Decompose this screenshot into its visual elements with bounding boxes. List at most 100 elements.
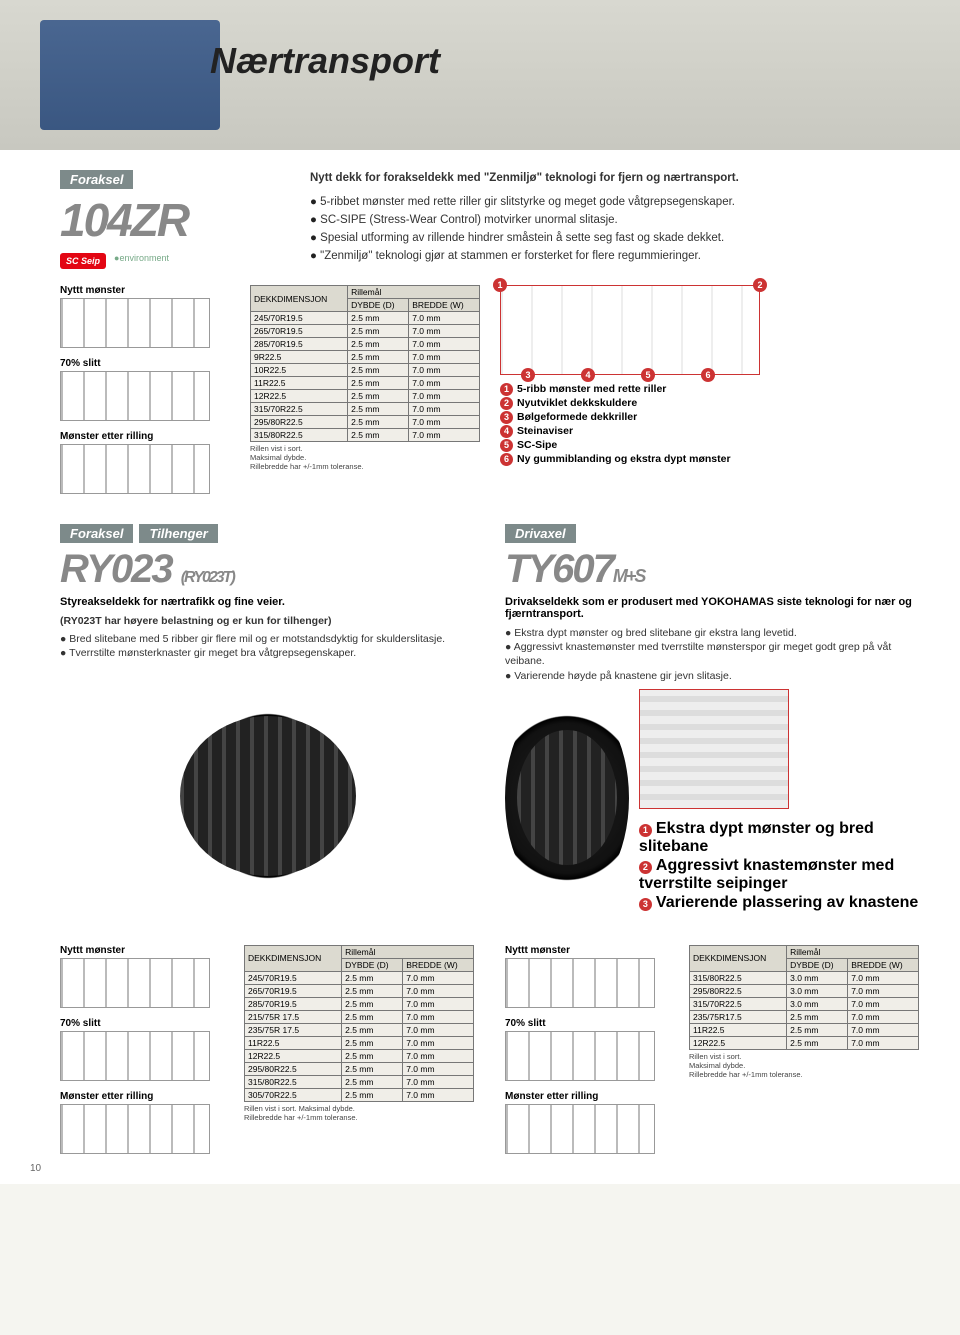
model-ty607: TY607M+S [505, 547, 920, 592]
table-row: 235/75R17.52.5 mm7.0 mm [690, 1010, 919, 1023]
list-item: "Zenmiljø" teknologi gjør at stammen er … [310, 248, 920, 264]
axle-drivaxel: Drivaxel [505, 524, 576, 543]
bottom-row: Nyttt mønster 70% slitt Mønster etter ri… [0, 941, 960, 1184]
model-suffix: M+S [613, 566, 645, 586]
table-row: 295/80R22.52.5 mm7.0 mm [251, 416, 480, 429]
th: Rillemål [342, 945, 474, 958]
callout-item: 5SC-Sipe [500, 439, 920, 452]
table-row: 11R22.52.5 mm7.0 mm [251, 377, 480, 390]
tread-diagram [60, 1031, 210, 1081]
table-row: 12R22.52.5 mm7.0 mm [245, 1049, 474, 1062]
pattern-label: Mønster etter rilling [60, 1091, 230, 1102]
pattern-label: Mønster etter rilling [505, 1091, 675, 1102]
table-row: 12R22.52.5 mm7.0 mm [251, 390, 480, 403]
pattern-label: 70% slitt [505, 1018, 675, 1029]
model-alt: (RY023T) [181, 569, 234, 586]
table-row: 315/80R22.53.0 mm7.0 mm [690, 971, 919, 984]
tread-diagram [505, 1104, 655, 1154]
list-item: Spesial utforming av rillende hindrer sm… [310, 230, 920, 246]
table-row: 11R22.52.5 mm7.0 mm [690, 1023, 919, 1036]
th-dim: DEKKDIMENSJON [251, 286, 348, 312]
th: BREDDE (W) [848, 958, 919, 971]
table-row: 285/70R19.52.5 mm7.0 mm [251, 338, 480, 351]
bullets-ty607: Ekstra dypt mønster og bred slitebane gi… [505, 626, 920, 683]
table-row: 12R22.52.5 mm7.0 mm [690, 1036, 919, 1049]
table-row: 305/70R22.52.5 mm7.0 mm [245, 1088, 474, 1101]
callout-diagram-104zr: 1 2 3 4 5 6 [500, 285, 760, 375]
tire-image-ty607 [505, 693, 629, 903]
th: DEKKDIMENSJON [690, 945, 787, 971]
th: DYBDE (D) [342, 958, 403, 971]
bullets-ry023: Bred slitebane med 5 ribber gir flere mi… [60, 632, 475, 660]
pattern-label-new: Nyttt mønster [60, 285, 230, 296]
callout-list-ty607: 1Ekstra dypt mønster og bred slitebane2A… [639, 820, 920, 912]
table-row: 245/70R19.52.5 mm7.0 mm [245, 971, 474, 984]
callout-item: 6Ny gummiblanding og ekstra dypt mønster [500, 453, 920, 466]
model-text: RY023 [60, 547, 172, 591]
axle-tilhenger: Tilhenger [139, 524, 217, 543]
spec-table-104zr: DEKKDIMENSJON Rillemål DYBDE (D) BREDDE … [250, 285, 480, 442]
spec-notes: Rillen vist i sort. Maksimal dybde.Rille… [244, 1104, 474, 1122]
spec-notes: Rillen vist i sort.Maksimal dybde.Rilleb… [689, 1052, 919, 1079]
table-row: 285/70R19.52.5 mm7.0 mm [245, 997, 474, 1010]
spec-table-ty607: DEKKDIMENSJON Rillemål DYBDE (D) BREDDE … [689, 945, 919, 1050]
model-text: TY607 [505, 547, 613, 591]
tread-diagram [505, 1031, 655, 1081]
pattern-label-70: 70% slitt [60, 358, 230, 369]
tbody: 315/80R22.53.0 mm7.0 mm295/80R22.53.0 mm… [690, 971, 919, 1049]
table-row: 265/70R19.52.5 mm7.0 mm [251, 325, 480, 338]
tread-diagram-new [60, 298, 210, 348]
list-item: Bred slitebane med 5 ribber gir flere mi… [60, 632, 475, 646]
spec-notes-104zr: Rillen vist i sort.Maksimal dybde.Rilleb… [250, 444, 480, 471]
callout-item: 4Steinaviser [500, 425, 920, 438]
pattern-label: Nyttt mønster [60, 945, 230, 956]
spec-tbody-104zr: 245/70R19.52.5 mm7.0 mm265/70R19.52.5 mm… [251, 312, 480, 442]
th: BREDDE (W) [403, 958, 474, 971]
tread-diagram-70 [60, 371, 210, 421]
model-104zr: 104ZR [60, 193, 280, 247]
note-ry023: (RY023T har høyere belastning og er kun … [60, 614, 475, 628]
table-row: 245/70R19.52.5 mm7.0 mm [251, 312, 480, 325]
th-d: DYBDE (D) [348, 299, 409, 312]
table-row: 265/70R19.52.5 mm7.0 mm [245, 984, 474, 997]
stripe-decoration [586, 524, 610, 543]
pattern-label: Nyttt mønster [505, 945, 675, 956]
axle-label-foraksel: Foraksel [60, 170, 133, 189]
truck-photo [40, 20, 220, 130]
callout-item: 2Nyutviklet dekkskuldere [500, 397, 920, 410]
callout-list-104zr: 15-ribb mønster med rette riller2Nyutvik… [500, 383, 920, 466]
page-title: Nærtransport [210, 40, 440, 82]
list-item: SC-SIPE (Stress-Wear Control) motvirker … [310, 212, 920, 228]
stripe-decoration [143, 170, 167, 189]
pattern-label-after: Mønster etter rilling [60, 431, 230, 442]
th: Rillemål [787, 945, 919, 958]
table-row: 315/80R22.52.5 mm7.0 mm [251, 429, 480, 442]
list-item: Ekstra dypt mønster og bred slitebane gi… [505, 626, 920, 640]
table-row: 235/75R 17.52.5 mm7.0 mm [245, 1023, 474, 1036]
callout-item: 2Aggressivt knastemønster med tverrstilt… [639, 857, 920, 893]
th-w: BREDDE (W) [409, 299, 480, 312]
model-ry023: RY023 (RY023T) [60, 547, 475, 592]
list-item: Varierende høyde på knastene gir jevn sl… [505, 669, 920, 683]
table-row: 9R22.52.5 mm7.0 mm [251, 351, 480, 364]
tread-diagram [60, 1104, 210, 1154]
environment-badge: ●environment [114, 253, 169, 269]
tread-closeup-ty607 [639, 689, 789, 809]
callout-item: 3Bølgeformede dekkriller [500, 411, 920, 424]
page-number: 10 [30, 1163, 41, 1174]
list-item: Tverrstilte mønsterknaster gir meget bra… [60, 646, 475, 660]
list-item: Aggressivt knastemønster med tverrstilte… [505, 640, 920, 668]
tread-diagram [505, 958, 655, 1008]
section-104zr: Foraksel 104ZR SC Seip ●environment Nytt… [0, 150, 960, 279]
intro-text: Nytt dekk for forakseldekk med "Zenmiljø… [310, 170, 920, 186]
sc-sipe-badge: SC Seip [60, 253, 106, 269]
product-ry023: Foraksel Tilhenger RY023 (RY023T) Styrea… [60, 524, 475, 931]
hero-banner: Nærtransport [0, 0, 960, 150]
table-row: 295/80R22.53.0 mm7.0 mm [690, 984, 919, 997]
table-row: 315/70R22.53.0 mm7.0 mm [690, 997, 919, 1010]
table-row: 11R22.52.5 mm7.0 mm [245, 1036, 474, 1049]
table-row: 215/75R 17.52.5 mm7.0 mm [245, 1010, 474, 1023]
th: DEKKDIMENSJON [245, 945, 342, 971]
feature-bullets-104zr: 5-ribbet mønster med rette riller gir sl… [310, 194, 920, 264]
tread-diagram [60, 958, 210, 1008]
